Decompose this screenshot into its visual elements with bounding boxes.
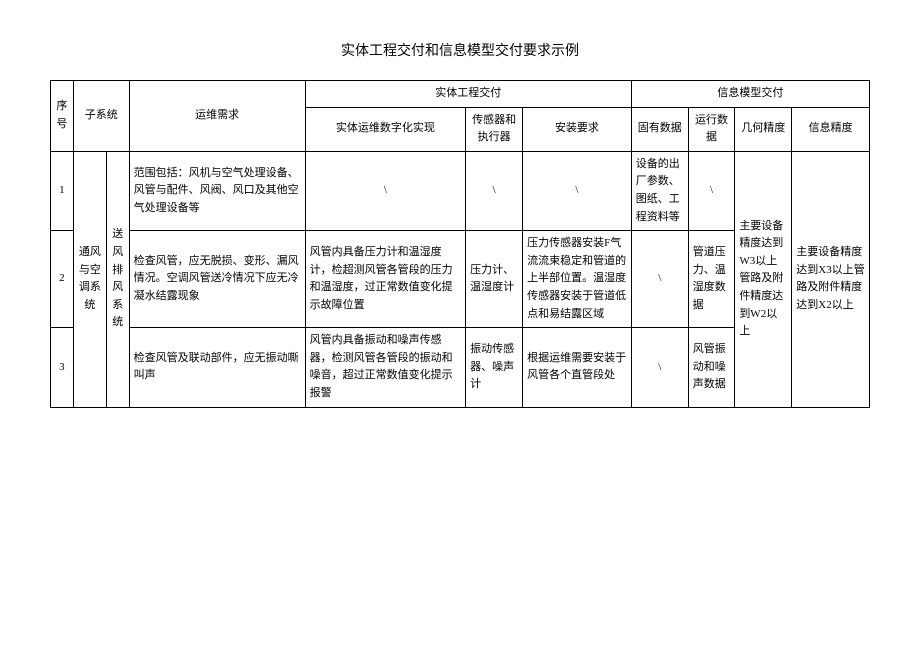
cell-op-req: 范围包括：风机与空气处理设备、风管与配件、风阀、风口及其他空气处理设备等 bbox=[129, 151, 305, 230]
cell-install: 根据运维需要安装于风管各个直管段处 bbox=[523, 328, 632, 407]
cell-inherent: \ bbox=[631, 231, 688, 328]
cell-install: 压力传感器安装F气流流束稳定和管道的上半部位置。温湿度传感器安装于管道低点和易结… bbox=[523, 231, 632, 328]
cell-run: 管道压力、温湿度数据 bbox=[688, 231, 735, 328]
header-info: 信息精度 bbox=[792, 107, 870, 151]
cell-sensor: \ bbox=[466, 151, 523, 230]
cell-seq: 3 bbox=[51, 328, 74, 407]
cell-subsystem-l2: 送风排风系统 bbox=[106, 151, 129, 407]
header-seq: 序号 bbox=[51, 81, 74, 152]
cell-op-req: 检查风管，应无脱损、变形、漏风情况。空调风管送冷情况下应无冷凝水结露现象 bbox=[129, 231, 305, 328]
cell-install: \ bbox=[523, 151, 632, 230]
header-sensor: 传感器和执行器 bbox=[466, 107, 523, 151]
header-phys-group: 实体工程交付 bbox=[305, 81, 631, 108]
header-row-1: 序号 子系统 运维需求 实体工程交付 信息模型交付 bbox=[51, 81, 870, 108]
cell-inherent: 设备的出厂参数、图纸、工程资料等 bbox=[631, 151, 688, 230]
cell-sensor: 振动传感器、噪声计 bbox=[466, 328, 523, 407]
cell-phys-digital: \ bbox=[305, 151, 465, 230]
cell-sensor: 压力计、温湿度计 bbox=[466, 231, 523, 328]
cell-inherent: \ bbox=[631, 328, 688, 407]
page-title: 实体工程交付和信息模型交付要求示例 bbox=[50, 40, 870, 60]
cell-info: 主要设备精度达到X3以上管路及附件精度达到X2以上 bbox=[792, 151, 870, 407]
header-install: 安装要求 bbox=[523, 107, 632, 151]
header-geo: 几何精度 bbox=[735, 107, 792, 151]
cell-geo: 主要设备精度达到W3以上管路及附件精度达到W2以上 bbox=[735, 151, 792, 407]
header-subsystem: 子系统 bbox=[73, 81, 129, 152]
cell-run: 风管振动和噪声数据 bbox=[688, 328, 735, 407]
header-op-req: 运维需求 bbox=[129, 81, 305, 152]
cell-seq: 1 bbox=[51, 151, 74, 230]
header-phys-digital: 实体运维数字化实现 bbox=[305, 107, 465, 151]
cell-run: \ bbox=[688, 151, 735, 230]
cell-op-req: 检查风管及联动部件，应无振动嘶叫声 bbox=[129, 328, 305, 407]
requirements-table: 序号 子系统 运维需求 实体工程交付 信息模型交付 实体运维数字化实现 传感器和… bbox=[50, 80, 870, 408]
header-info-group: 信息模型交付 bbox=[631, 81, 869, 108]
cell-seq: 2 bbox=[51, 231, 74, 328]
table-row: 1 通风与空调系统 送风排风系统 范围包括：风机与空气处理设备、风管与配件、风阀… bbox=[51, 151, 870, 230]
header-inherent: 固有数据 bbox=[631, 107, 688, 151]
header-run: 运行数据 bbox=[688, 107, 735, 151]
cell-phys-digital: 风管内具备压力计和温湿度计，检超测风管各管段的压力和温湿度，过正常数值变化提示故… bbox=[305, 231, 465, 328]
cell-subsystem-l1: 通风与空调系统 bbox=[73, 151, 106, 407]
cell-phys-digital: 风管内具备振动和噪声传感器，检测风管各管段的振动和噪音，超过正常数值变化提示报警 bbox=[305, 328, 465, 407]
